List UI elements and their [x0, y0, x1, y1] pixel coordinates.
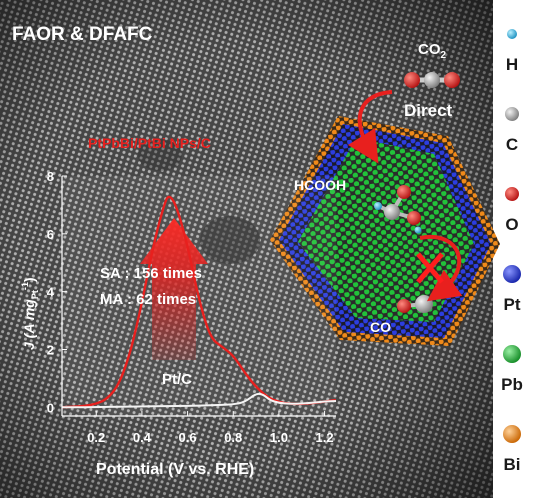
legend-marker-h [507, 29, 517, 39]
y-axis-label: J (A mgPt-1) [20, 277, 40, 350]
x-tick-label: 0.2 [87, 430, 105, 445]
x-tick-label: 1.2 [316, 430, 334, 445]
legend-marker-bi [503, 425, 521, 443]
legend-panel [493, 0, 533, 498]
co-label: CO [370, 319, 391, 335]
y-tick-labels: 0 2 4 6 8 [47, 169, 55, 415]
catalyst-label: PtPbBi/PtBi NPs/C [88, 135, 211, 151]
legend-label-h: H [506, 55, 518, 74]
chart-series [61, 195, 337, 409]
legend-label-pt: Pt [504, 295, 521, 314]
hcooh-label: HCOOH [294, 177, 346, 193]
legend-marker-c [505, 107, 519, 121]
y-tick-label: 6 [47, 227, 54, 242]
legend-label-c: C [506, 135, 518, 154]
ptc-label: Pt/C [162, 371, 192, 388]
y-tick-label: 8 [47, 169, 54, 184]
co2-molecule [404, 72, 460, 88]
y-tick-label: 4 [47, 285, 55, 300]
direct-label: Direct [404, 101, 453, 120]
legend-label-pb: Pb [501, 375, 523, 394]
sa-annotation: SA : 156 times [100, 265, 202, 282]
legend-label-bi: Bi [504, 455, 521, 474]
co-molecule [397, 295, 433, 313]
series-ptc-line [62, 392, 337, 409]
x-axis-label: Potential (V vs. RHE) [96, 461, 254, 478]
x-tick-label: 0.6 [179, 430, 197, 445]
direct-pathway-arrow [347, 90, 393, 164]
x-tick-label: 0.8 [224, 430, 242, 445]
legend-marker-o [505, 187, 519, 201]
hcooh-molecule [374, 185, 422, 234]
ma-annotation: MA : 62 times [100, 291, 196, 308]
x-tick-label: 1.0 [270, 430, 288, 445]
indirect-pathway-arrow [419, 234, 463, 302]
x-tick-labels: 0.2 0.4 0.6 0.8 1.0 1.2 [87, 430, 333, 445]
element-legend: H C O Pt Pb Bi [501, 29, 523, 474]
blocked-cross-icon [416, 252, 444, 284]
legend-label-o: O [505, 215, 518, 234]
figure-title: FAOR & DFAFC [12, 24, 153, 45]
legend-marker-pb [503, 345, 521, 363]
enhancement-arrow [140, 218, 208, 360]
y-tick-label: 0 [47, 400, 54, 415]
x-tick-label: 0.4 [133, 430, 152, 445]
y-tick-label: 2 [47, 342, 54, 357]
legend-marker-pt [503, 265, 521, 283]
co2-label: CO2 [418, 41, 447, 61]
